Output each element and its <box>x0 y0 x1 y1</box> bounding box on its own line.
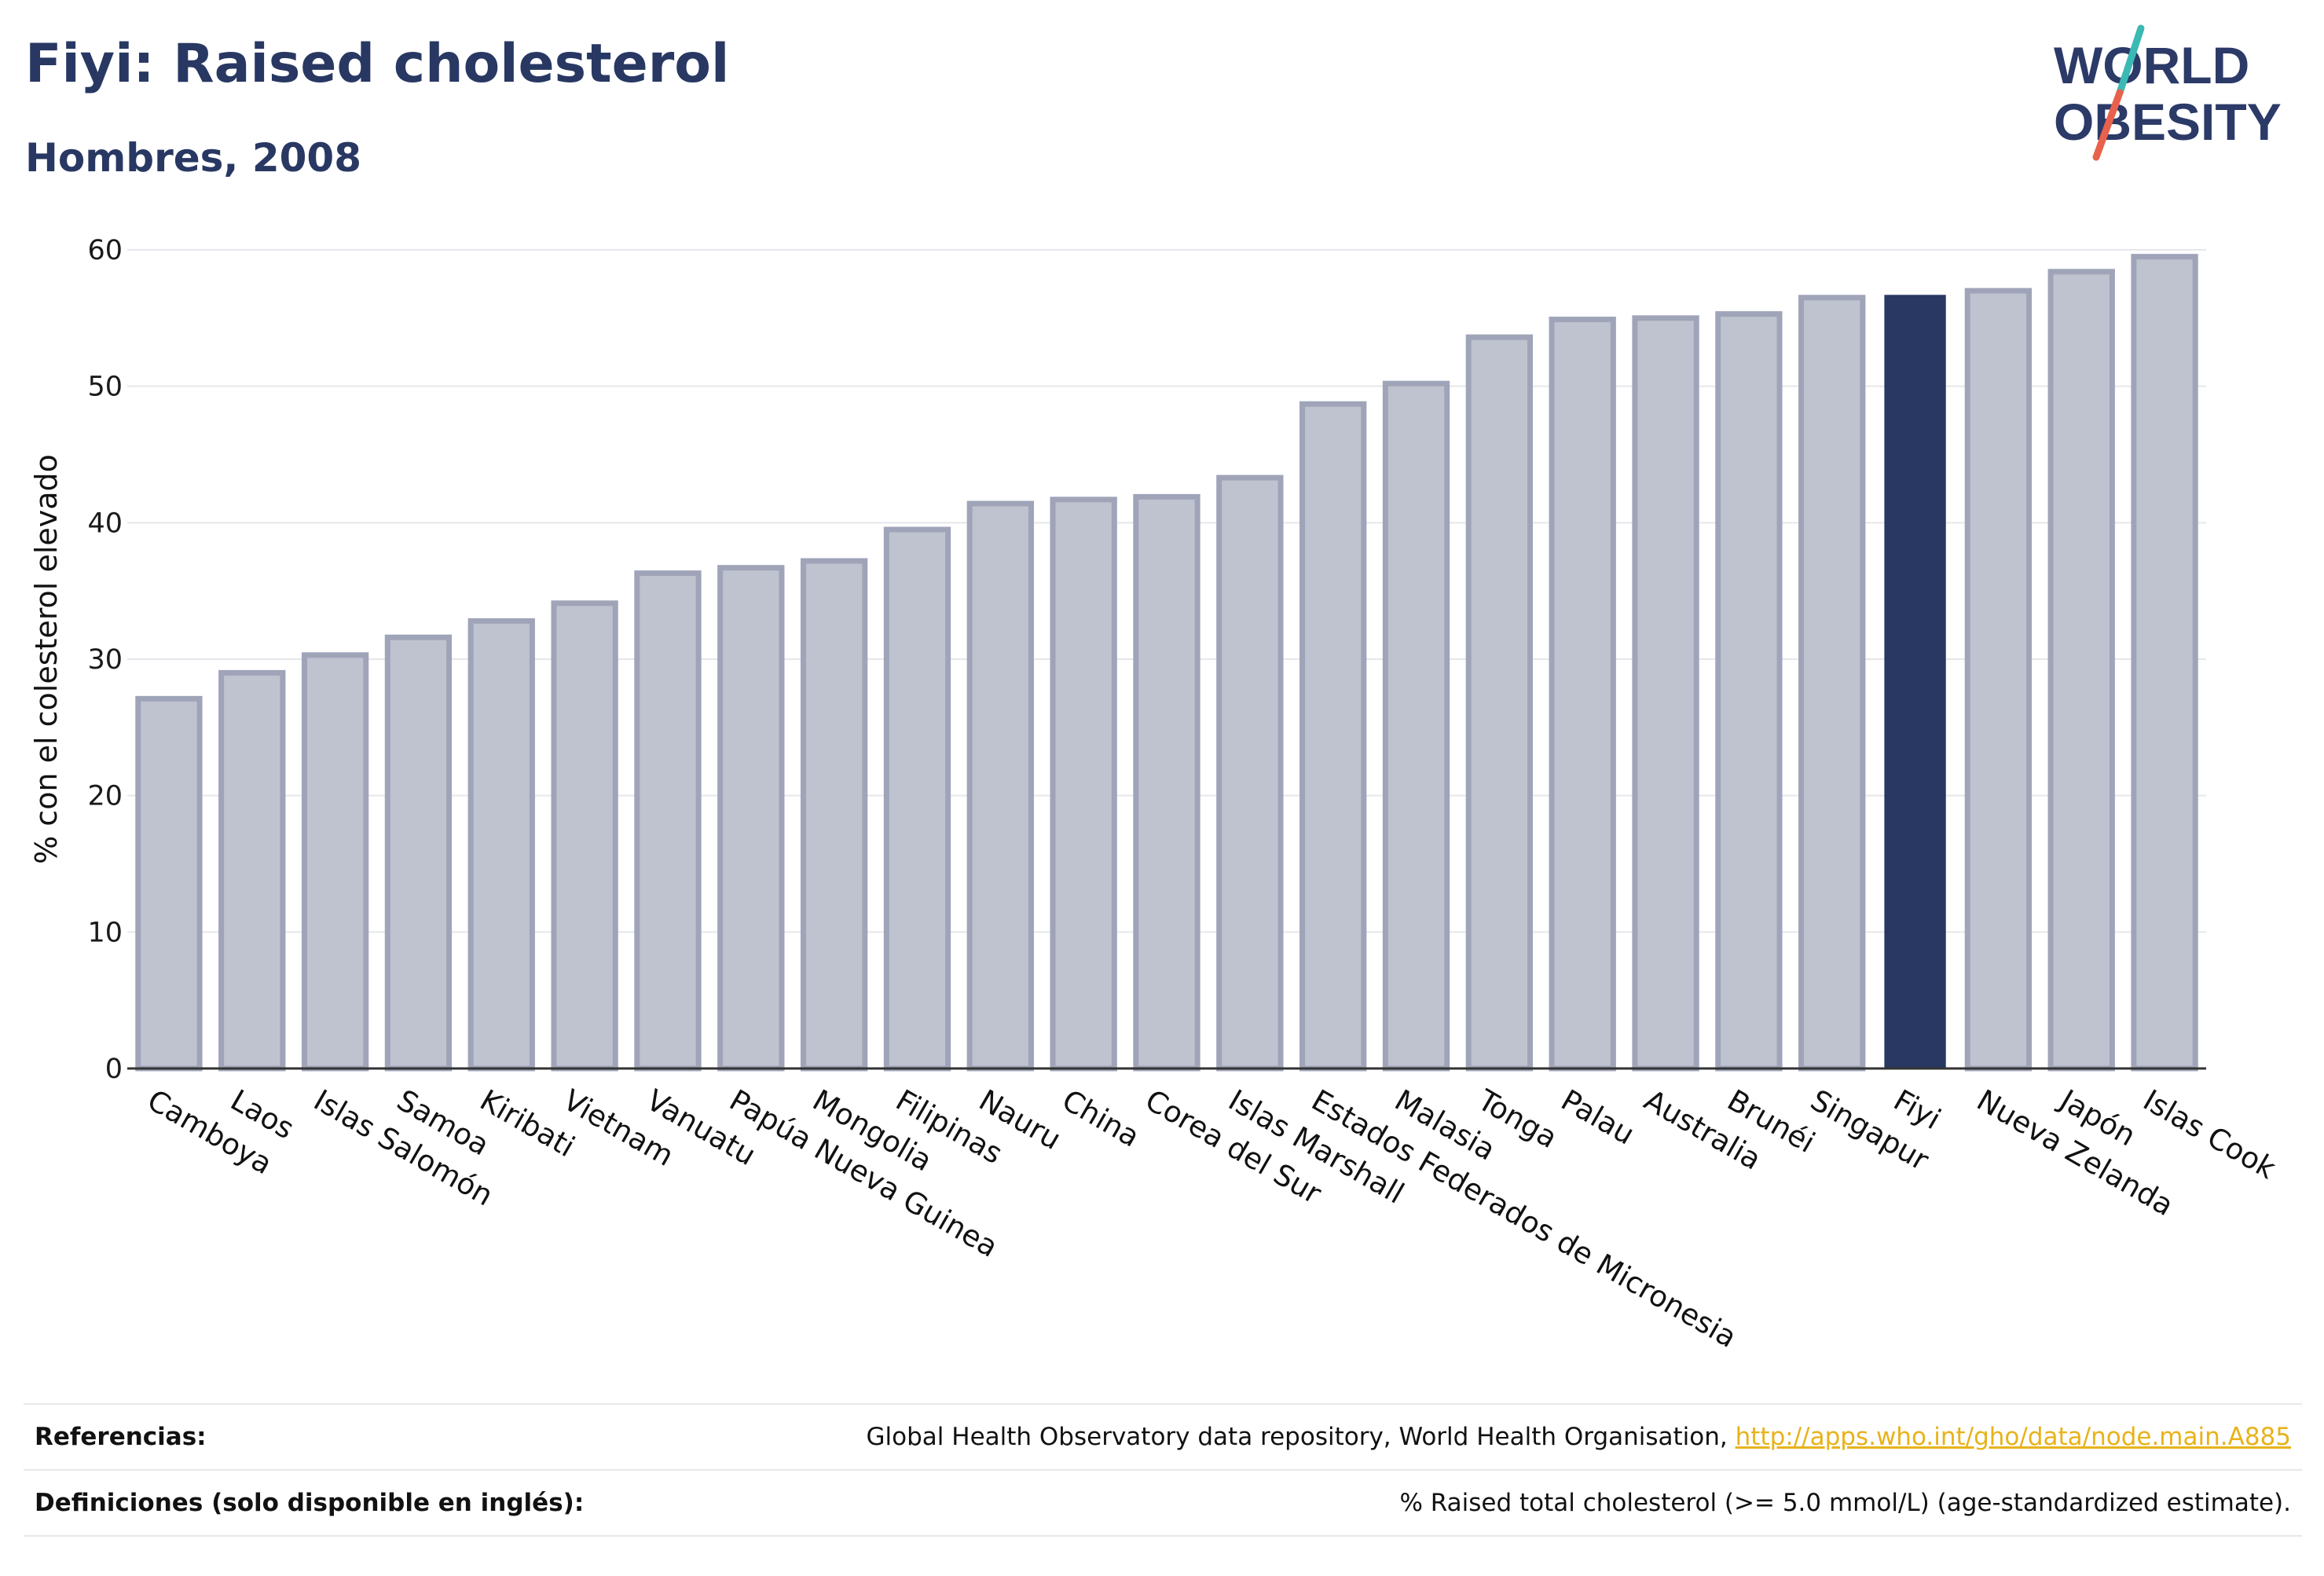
bar-fiyi[interactable] <box>1884 295 1946 1068</box>
bar-vietnam[interactable] <box>551 600 618 1072</box>
definitions-text: % Raised total cholesterol (>= 5.0 mmol/… <box>1399 1489 2291 1517</box>
x-tick-label: Kiribati <box>475 1083 581 1164</box>
bar-pap-a-nueva-guinea[interactable] <box>717 565 785 1072</box>
x-tick-label: Islas Cook <box>2138 1083 2282 1186</box>
bar-palau[interactable] <box>1549 317 1616 1072</box>
x-tick-label: China <box>1057 1083 1146 1154</box>
bar-islas-salom-n[interactable] <box>301 652 369 1072</box>
y-tick-label: 50 <box>87 372 123 403</box>
chart-subtitle: Hombres, 2008 <box>25 135 361 181</box>
bar-china[interactable] <box>1050 497 1117 1072</box>
y-axis-title: % con el colesterol elevado <box>29 454 64 864</box>
bar-jap-n[interactable] <box>2047 269 2115 1072</box>
bar-kiribati[interactable] <box>467 618 535 1072</box>
references-source: Global Health Observatory data repositor… <box>867 1423 2291 1451</box>
definitions-row: Definiciones (solo disponible en inglés)… <box>24 1469 2302 1537</box>
bar-mongolia[interactable] <box>800 558 868 1072</box>
bar-brun-i[interactable] <box>1715 311 1783 1072</box>
y-tick-label: 0 <box>105 1054 123 1085</box>
chart-title: Fiyi: Raised cholesterol <box>25 33 730 95</box>
definitions-label: Definiciones (solo disponible en inglés)… <box>35 1489 585 1517</box>
y-tick-label: 10 <box>87 917 123 948</box>
logo-slash-top <box>2116 24 2145 97</box>
bar-malasia[interactable] <box>1382 380 1450 1072</box>
references-row: Referencias: Global Health Observatory d… <box>24 1403 2302 1469</box>
bar-filipinas[interactable] <box>883 526 951 1072</box>
y-tick-label: 20 <box>87 781 123 812</box>
x-tick-label: Palau <box>1556 1083 1640 1152</box>
bar-nueva-zelanda[interactable] <box>1964 288 2033 1072</box>
bar-samoa[interactable] <box>384 634 453 1072</box>
logo-line2: OBESITY <box>2054 93 2282 151</box>
bar-nauru[interactable] <box>966 500 1034 1072</box>
y-axis-ticks: 0 10 20 30 40 50 60 <box>87 235 123 1085</box>
bar-camboya[interactable] <box>135 695 203 1072</box>
logo-line1: WORLD <box>2054 36 2249 94</box>
footer: Referencias: Global Health Observatory d… <box>24 1403 2302 1537</box>
bars <box>135 254 2198 1072</box>
references-text: Global Health Observatory data repositor… <box>866 1423 1736 1451</box>
references-label: Referencias: <box>35 1423 207 1451</box>
y-tick-label: 30 <box>87 644 123 676</box>
bar-islas-marshall[interactable] <box>1216 475 1284 1072</box>
bar-singapur[interactable] <box>1798 295 1866 1072</box>
bar-vanuatu[interactable] <box>634 570 702 1072</box>
bar-islas-cook[interactable] <box>2131 254 2198 1072</box>
logo-slash-bottom <box>2092 89 2124 161</box>
bar-australia[interactable] <box>1632 315 1699 1072</box>
bar-estados-federados-de-micronesia[interactable] <box>1299 401 1367 1072</box>
bar-corea-del-sur[interactable] <box>1133 493 1200 1072</box>
bar-laos[interactable] <box>218 669 286 1072</box>
y-tick-label: 40 <box>87 508 123 539</box>
world-obesity-logo: WORLD OBESITY <box>2054 24 2282 161</box>
bar-tonga[interactable] <box>1465 334 1534 1072</box>
references-link[interactable]: http://apps.who.int/gho/data/node.main.A… <box>1735 1423 2291 1451</box>
y-tick-label: 60 <box>87 235 123 266</box>
